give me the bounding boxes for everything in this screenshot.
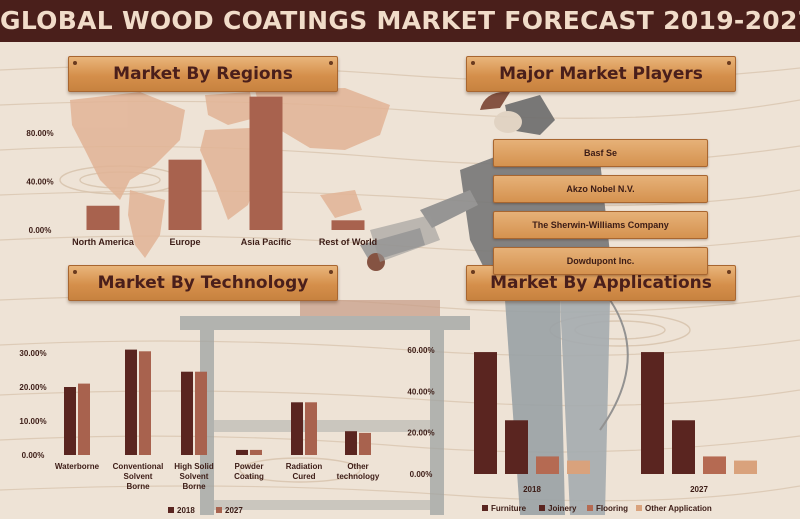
technology-bar: [64, 387, 76, 455]
page-title: GLOBAL WOOD COATINGS MARKET FORECAST 201…: [0, 0, 800, 42]
applications-legend-label: Flooring: [596, 504, 628, 513]
players-header: Major Market Players: [466, 56, 736, 92]
technology-bar: [125, 349, 137, 455]
technology-legend-swatch: [168, 507, 174, 513]
regions-category-label: Asia Pacific: [241, 237, 292, 247]
technology-bar: [139, 351, 151, 455]
regions-bar: [86, 205, 120, 230]
technology-bar: [250, 449, 262, 455]
applications-bar: [536, 456, 559, 474]
technology-legend-swatch: [216, 507, 222, 513]
regions-category-label: Europe: [169, 237, 200, 247]
applications-tick-label: 40.00%: [407, 387, 434, 396]
regions-bar: [331, 220, 365, 230]
applications-tick-label: 0.00%: [410, 470, 433, 479]
applications-tick-label: 20.00%: [407, 429, 434, 438]
applications-category-label: 2018: [523, 485, 541, 494]
player-dowdupont: Dowdupont Inc.: [493, 247, 708, 275]
applications-tick-label: 60.00%: [407, 346, 434, 355]
regions-category-label: North America: [72, 237, 135, 247]
player-akzo-nobel: Akzo Nobel N.V.: [493, 175, 708, 203]
applications-legend-swatch: [539, 505, 545, 511]
technology-category-label: Radiation Cured: [286, 462, 323, 481]
applications-bar: [474, 352, 497, 474]
player-sherwin-williams: The Sherwin-Williams Company: [493, 211, 708, 239]
applications-bar: [505, 420, 528, 474]
applications-legend-label: Joinery: [548, 504, 577, 513]
regions-header-label: Market By Regions: [113, 64, 293, 84]
technology-bar: [305, 402, 317, 455]
applications-legend-swatch: [587, 505, 593, 511]
applications-bar: [703, 456, 726, 474]
regions-bar: [168, 159, 202, 230]
regions-header: Market By Regions: [68, 56, 338, 92]
technology-legend-label: 2027: [225, 506, 243, 515]
technology-bar: [359, 432, 371, 455]
technology-header: Market By Technology: [68, 265, 338, 301]
technology-bar: [291, 402, 303, 455]
regions-tick-label: 40.00%: [26, 178, 53, 187]
workbench-illustration: [180, 300, 470, 515]
technology-category-label: High Solid Solvent Borne: [174, 462, 214, 491]
technology-category-label: Waterborne: [55, 462, 100, 471]
players-header-label: Major Market Players: [499, 64, 703, 84]
technology-category-label: Powder Coating: [234, 462, 264, 481]
applications-category-label: 2027: [690, 485, 708, 494]
applications-bar: [641, 352, 664, 474]
regions-tick-label: 80.00%: [26, 129, 53, 138]
applications-legend-label: Furniture: [491, 504, 527, 513]
applications-legend-label: Other Application: [645, 504, 712, 513]
applications-legend-swatch: [636, 505, 642, 511]
technology-tick-label: 30.00%: [19, 349, 46, 358]
technology-category-label: Conventional Solvent Borne: [113, 462, 164, 491]
applications-bar: [567, 460, 590, 474]
applications-bar: [734, 460, 757, 474]
applications-header-label: Market By Applications: [490, 273, 712, 293]
technology-bar: [181, 371, 193, 455]
technology-bar: [236, 449, 248, 455]
technology-tick-label: 10.00%: [19, 417, 46, 426]
player-basf: Basf Se: [493, 139, 708, 167]
technology-bar: [78, 383, 90, 455]
technology-tick-label: 20.00%: [19, 383, 46, 392]
applications-legend-swatch: [482, 505, 488, 511]
technology-legend-label: 2018: [177, 506, 195, 515]
world-map-silhouette: [70, 88, 390, 258]
regions-category-label: Rest of World: [319, 237, 377, 247]
technology-header-label: Market By Technology: [97, 273, 309, 293]
regions-bar: [249, 96, 283, 230]
technology-category-label: Other technology: [337, 462, 380, 481]
regions-tick-label: 0.00%: [29, 226, 52, 235]
technology-bar: [345, 431, 357, 455]
technology-bar: [195, 371, 207, 455]
technology-tick-label: 0.00%: [22, 451, 45, 460]
applications-bar: [672, 420, 695, 474]
